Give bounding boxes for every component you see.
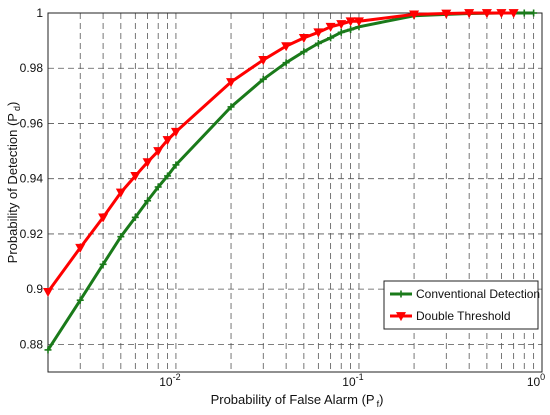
data-point bbox=[347, 26, 355, 34]
data-point bbox=[44, 346, 52, 354]
x-axis-label-subscript: f bbox=[377, 399, 380, 409]
x-tick-label: 10-1 bbox=[342, 372, 363, 389]
data-point bbox=[42, 288, 54, 298]
x-tick-label: 100 bbox=[527, 372, 545, 389]
data-point bbox=[226, 78, 237, 88]
data-point bbox=[464, 9, 475, 19]
y-tick-label: 0.92 bbox=[20, 227, 44, 241]
legend-entry: Conventional Detection bbox=[390, 287, 540, 301]
series-1 bbox=[42, 9, 519, 298]
y-axis-label-main: Probability of Detection (P bbox=[5, 113, 20, 263]
data-point bbox=[115, 188, 126, 198]
y-tick-label: 1 bbox=[36, 6, 43, 20]
data-point bbox=[227, 103, 235, 111]
x-tick-label: 10-2 bbox=[159, 372, 180, 389]
legend-entry: Double Threshold bbox=[390, 309, 511, 323]
data-point bbox=[336, 20, 347, 30]
y-axis-label: Probability of Detection (P d) bbox=[5, 102, 22, 264]
data-point bbox=[281, 42, 292, 52]
legend-box bbox=[383, 280, 539, 330]
y-tick-label: 0.98 bbox=[20, 61, 44, 75]
data-point bbox=[162, 136, 173, 146]
legend-swatch-marker bbox=[397, 290, 405, 298]
data-point bbox=[508, 9, 519, 19]
series-line bbox=[46, 11, 514, 293]
data-point bbox=[144, 197, 152, 205]
data-point bbox=[325, 22, 336, 32]
data-point bbox=[520, 9, 528, 17]
data-point bbox=[154, 183, 162, 191]
data-point bbox=[98, 213, 109, 223]
x-axis-label: Probability of False Alarm (P f) bbox=[211, 392, 384, 409]
plot-frame bbox=[47, 12, 543, 373]
y-axis-label-subscript: d bbox=[12, 106, 22, 111]
data-point bbox=[496, 9, 507, 19]
y-tick-label: 0.96 bbox=[20, 116, 44, 130]
data-point bbox=[298, 33, 309, 43]
data-point bbox=[481, 9, 492, 19]
data-point bbox=[75, 243, 86, 253]
data-point bbox=[530, 9, 538, 17]
data-point bbox=[313, 28, 324, 38]
data-point bbox=[259, 75, 267, 83]
y-tick-label: 0.94 bbox=[20, 172, 44, 186]
data-point bbox=[314, 39, 322, 47]
series-layer bbox=[42, 9, 538, 354]
axis-ticks: 0.88 0.9 0.92 0.94 0.96 0.98 1 10-2 10-1 100 bbox=[20, 6, 546, 389]
data-point bbox=[300, 48, 308, 56]
y-tick-label: 0.88 bbox=[20, 337, 44, 351]
data-point bbox=[327, 34, 335, 42]
data-point bbox=[131, 213, 139, 221]
data-point bbox=[441, 9, 452, 19]
data-point bbox=[99, 260, 107, 268]
x-axis-label-main: Probability of False Alarm (P bbox=[211, 392, 375, 407]
data-point bbox=[142, 158, 153, 168]
data-point bbox=[353, 17, 364, 27]
data-point bbox=[282, 59, 290, 67]
legend-swatch-marker bbox=[395, 312, 407, 322]
x-axis-label-close: ) bbox=[379, 392, 383, 407]
data-point bbox=[117, 233, 125, 241]
legend-label: Conventional Detection bbox=[416, 287, 540, 301]
data-point bbox=[130, 172, 141, 182]
data-point bbox=[164, 172, 172, 180]
data-point bbox=[76, 296, 84, 304]
legend: Conventional Detection Double Threshold bbox=[383, 280, 540, 330]
data-point bbox=[172, 161, 180, 169]
data-point bbox=[409, 10, 420, 20]
data-point bbox=[337, 28, 345, 36]
data-point bbox=[345, 17, 356, 27]
data-point bbox=[170, 127, 181, 137]
y-tick-label: 0.9 bbox=[26, 282, 43, 296]
data-point bbox=[153, 147, 164, 157]
data-point bbox=[258, 56, 269, 66]
legend-label: Double Threshold bbox=[416, 309, 511, 323]
y-axis-label-close: ) bbox=[5, 102, 20, 106]
